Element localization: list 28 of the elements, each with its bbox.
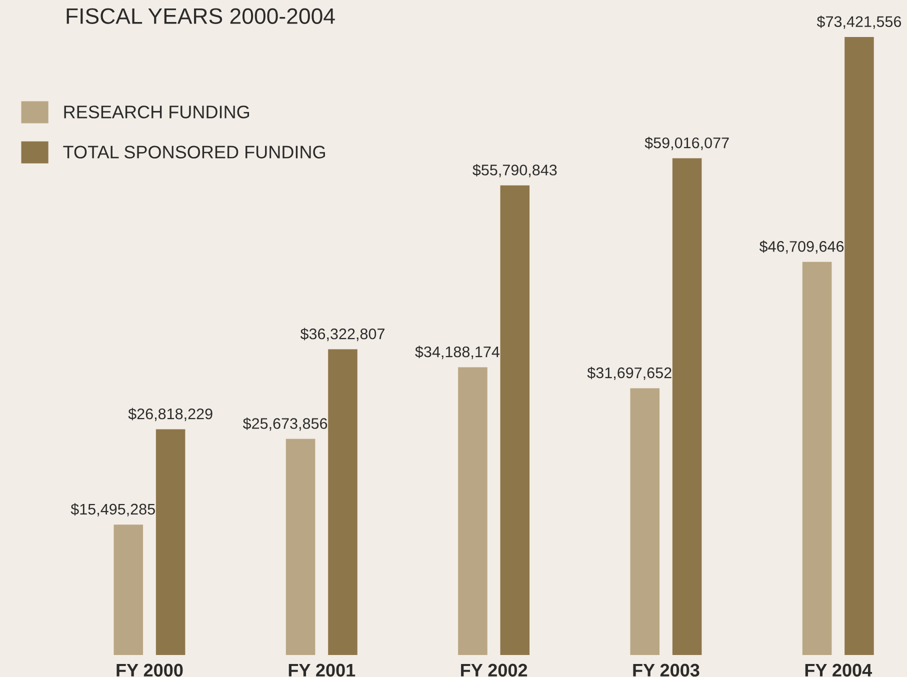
data-label: $55,790,843 bbox=[472, 164, 557, 178]
bar bbox=[156, 429, 186, 655]
bar bbox=[500, 185, 530, 655]
data-label: $15,495,285 bbox=[70, 503, 155, 516]
x-tick-label: FY 2002 bbox=[461, 664, 528, 677]
x-tick-label: FY 2000 bbox=[116, 664, 183, 677]
x-tick-label: FY 2001 bbox=[288, 664, 356, 677]
data-label: $73,421,556 bbox=[816, 16, 902, 29]
data-label: $34,188,174 bbox=[415, 346, 500, 360]
legend-label: RESEARCH FUNDING bbox=[64, 106, 250, 118]
bar bbox=[328, 349, 358, 655]
chart-title: FISCAL YEARS 2000-2004 bbox=[66, 8, 335, 24]
data-label: $46,709,646 bbox=[759, 240, 844, 254]
bar bbox=[458, 367, 488, 655]
x-tick-label: FY 2003 bbox=[633, 664, 700, 677]
bar bbox=[844, 37, 874, 655]
bar bbox=[802, 262, 832, 655]
data-label: $26,818,229 bbox=[128, 408, 212, 422]
data-label: $25,673,856 bbox=[242, 417, 328, 431]
bar bbox=[114, 524, 144, 655]
bar bbox=[630, 388, 660, 655]
data-label: $36,322,807 bbox=[300, 328, 384, 342]
data-label: $59,016,077 bbox=[644, 136, 729, 150]
legend-label: TOTAL SPONSORED FUNDING bbox=[63, 146, 325, 158]
bar bbox=[286, 438, 316, 655]
data-label: $31,697,652 bbox=[587, 366, 672, 380]
x-tick-label: FY 2004 bbox=[805, 664, 872, 677]
bar bbox=[672, 158, 702, 655]
